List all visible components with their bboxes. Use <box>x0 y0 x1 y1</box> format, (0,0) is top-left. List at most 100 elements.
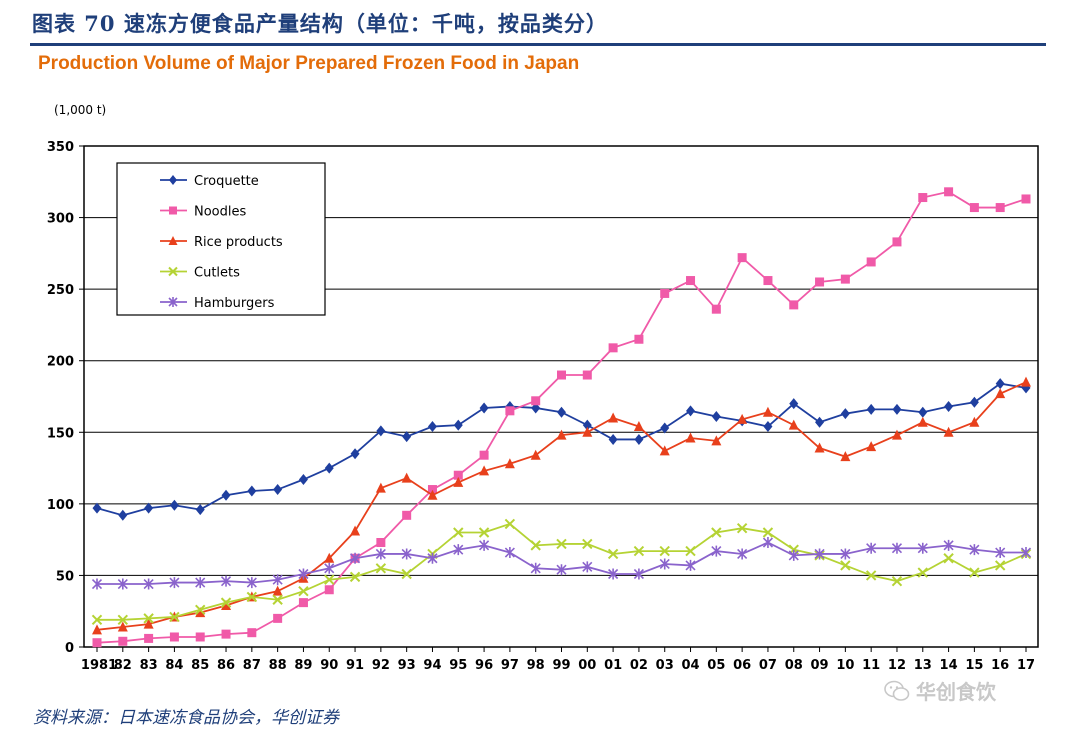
data-point <box>608 412 619 423</box>
x-tick-label: 92 <box>372 658 390 673</box>
data-point <box>633 545 645 557</box>
data-point <box>169 499 179 511</box>
legend-item: Noodles <box>160 205 246 220</box>
data-point <box>427 552 438 564</box>
data-point <box>220 575 232 587</box>
y-tick-label: 100 <box>47 498 74 513</box>
x-tick-label: 17 <box>1017 658 1035 673</box>
data-point <box>737 548 748 560</box>
data-point <box>607 548 619 560</box>
x-tick-label: 95 <box>449 658 467 673</box>
data-point <box>969 544 980 556</box>
data-point <box>479 450 489 460</box>
data-point <box>995 388 1006 399</box>
chart-title: Production Volume of Major Prepared Froz… <box>38 53 580 74</box>
data-point <box>273 484 283 496</box>
x-tick-label: 1981 <box>81 658 117 673</box>
legend-box <box>116 162 326 316</box>
data-point <box>789 300 799 310</box>
x-tick-label: 88 <box>269 658 287 673</box>
data-point <box>660 422 670 434</box>
y-tick-label: 0 <box>65 641 74 656</box>
data-point <box>427 489 438 500</box>
data-point <box>427 421 437 433</box>
data-point <box>504 458 515 469</box>
data-point <box>375 482 386 493</box>
x-tick-label: 82 <box>114 658 132 673</box>
x-tick-label: 15 <box>965 658 983 673</box>
data-point <box>711 411 721 423</box>
legend-label: Cutlets <box>194 266 240 281</box>
data-point <box>195 607 206 618</box>
data-point <box>272 594 283 605</box>
data-point <box>891 542 903 554</box>
data-point <box>221 629 231 639</box>
data-point <box>633 568 644 580</box>
data-point <box>169 577 180 589</box>
data-point <box>891 429 902 440</box>
x-tick-label: 11 <box>862 658 880 673</box>
x-tick-label: 13 <box>914 658 932 673</box>
data-point <box>453 476 464 487</box>
data-point <box>917 542 928 554</box>
data-point <box>349 552 361 564</box>
data-point <box>763 276 773 286</box>
wechat-icon <box>884 680 910 701</box>
data-point <box>711 545 722 557</box>
data-point <box>737 253 747 263</box>
data-point <box>1021 376 1031 387</box>
data-point <box>143 578 154 590</box>
data-point <box>944 187 954 197</box>
data-point <box>324 562 335 574</box>
data-point <box>273 613 283 623</box>
x-tick-label: 16 <box>991 658 1009 673</box>
data-point <box>427 485 437 495</box>
data-point <box>324 552 335 563</box>
data-point <box>479 539 490 551</box>
data-point <box>840 560 851 571</box>
legend-item: Cutlets <box>160 266 240 281</box>
data-point <box>840 274 850 284</box>
x-tick-label: 06 <box>733 658 751 673</box>
legend: Croquette Noodles Rice products Cutlets Hamb… <box>116 162 326 316</box>
data-point <box>117 578 128 590</box>
data-point <box>969 203 979 213</box>
data-point <box>169 632 179 642</box>
data-point <box>995 203 1005 213</box>
data-point <box>453 527 464 538</box>
data-point <box>298 598 308 608</box>
data-point <box>866 403 876 415</box>
y-tick-label: 50 <box>56 569 74 584</box>
data-point <box>168 266 178 277</box>
data-point <box>402 431 412 443</box>
x-tick-label: 83 <box>140 658 158 673</box>
data-point <box>943 426 954 437</box>
data-point <box>221 599 232 610</box>
figure-title: 图表 70 速冻方便食品产量结构（单位：千吨，按品类分） <box>32 11 608 36</box>
data-point <box>608 433 618 445</box>
x-tick-label: 93 <box>398 658 416 673</box>
y-unit-label: (1,000 t) <box>54 103 106 117</box>
data-point <box>324 574 335 585</box>
data-point <box>272 585 283 596</box>
legend-label: Rice products <box>194 235 283 250</box>
data-point <box>943 539 954 551</box>
data-point <box>840 408 850 420</box>
data-point <box>92 502 102 514</box>
x-tick-label: 86 <box>217 658 235 673</box>
legend-item: Hamburgers <box>160 296 275 311</box>
data-point <box>350 448 360 460</box>
data-point <box>686 276 696 286</box>
data-point <box>118 509 128 521</box>
y-tick-label: 200 <box>47 355 74 370</box>
data-point <box>117 614 129 626</box>
x-tick-label: 04 <box>681 658 699 673</box>
data-point <box>969 396 979 408</box>
legend-item: Rice products <box>160 235 283 250</box>
data-point <box>375 548 386 560</box>
data-point <box>324 462 334 474</box>
data-point <box>505 406 515 416</box>
data-point <box>685 559 696 571</box>
x-tick-label: 05 <box>707 658 725 673</box>
